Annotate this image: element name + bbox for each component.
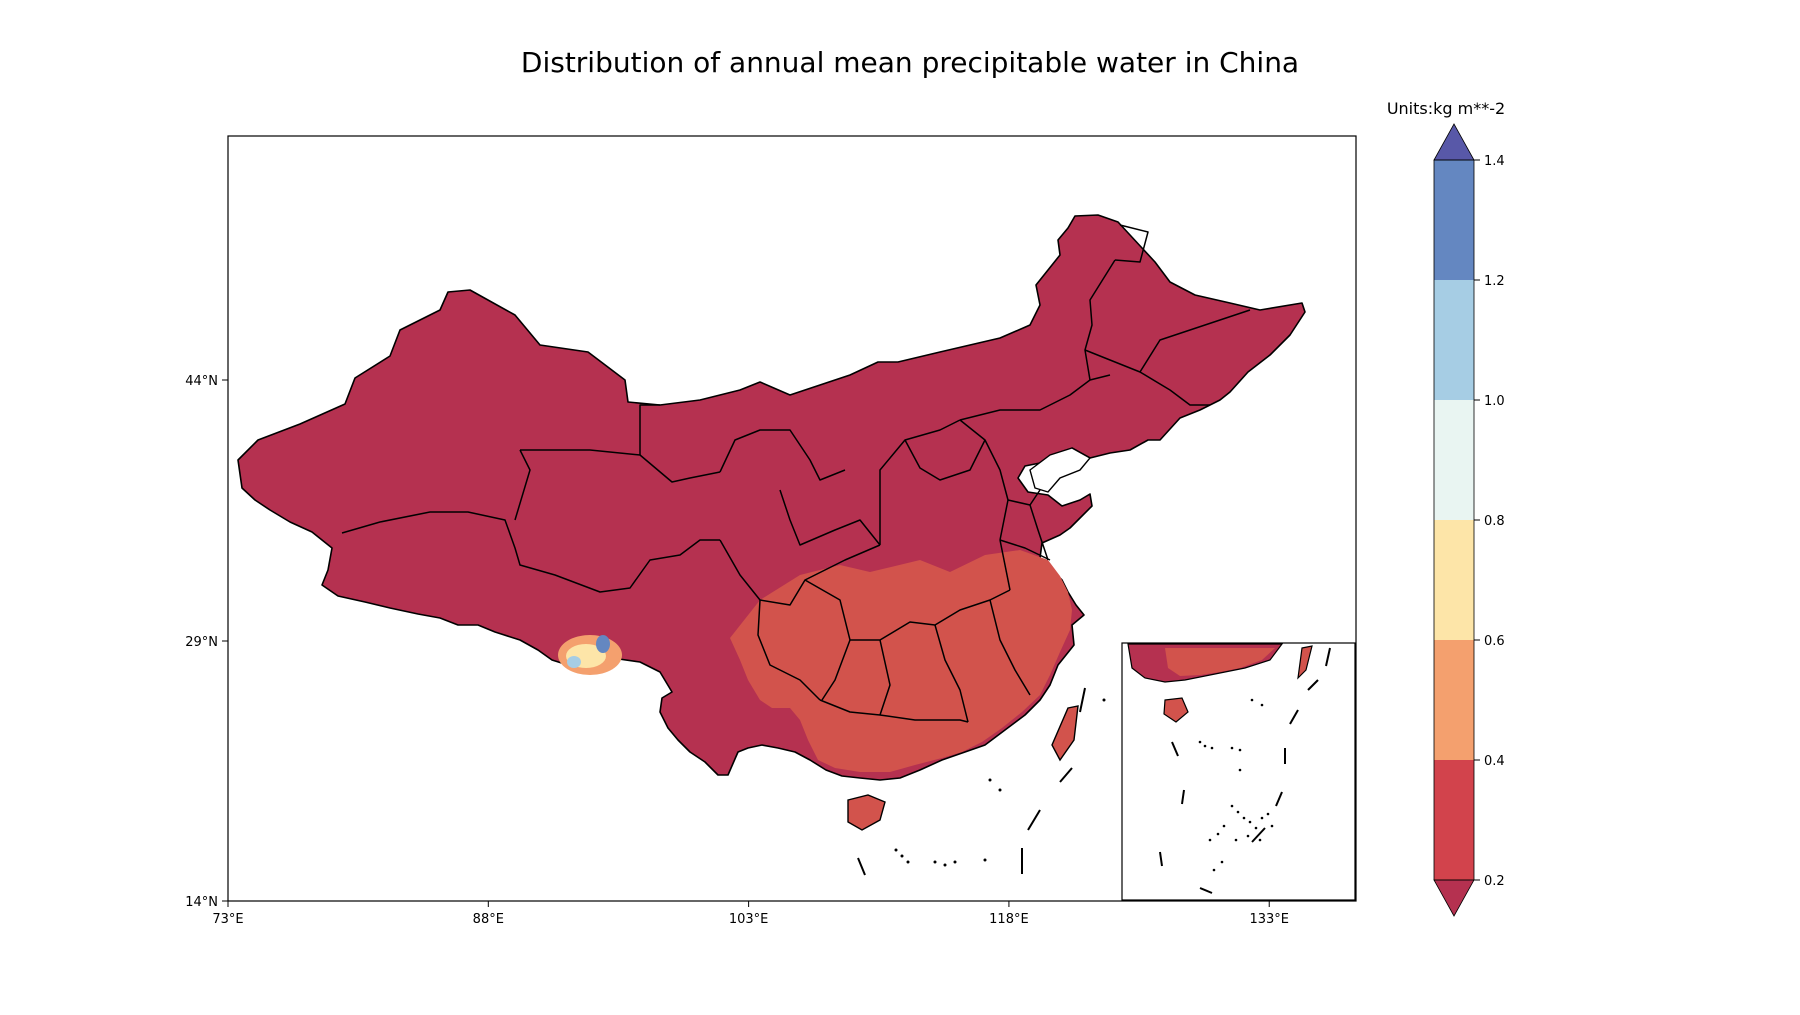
x-tick-label: 133°E [1249,912,1289,927]
colorbar-segment [1434,760,1474,880]
inset-frame [1121,642,1356,901]
x-tick-label: 88°E [473,912,504,927]
colorbar-segment [1434,520,1474,640]
chart-title: Distribution of annual mean precipitable… [521,46,1299,79]
y-tick-label: 29°N [185,635,218,650]
colorbar-tick-label: 0.6 [1484,634,1505,649]
colorbar-tick-label: 1.2 [1484,274,1505,289]
x-tick-label: 103°E [729,912,769,927]
map-axes [227,135,1357,902]
y-tick-label: 44°N [185,374,218,389]
inset-nine-dash-line [1159,647,1331,894]
contour-band-0-2-0-4 [730,550,1072,772]
colorbar-tick-label: 0.2 [1484,874,1505,889]
colorbar-tick-label: 1.4 [1484,154,1505,169]
y-axis: 14°N 29°N 44°N [185,374,228,910]
colorbar-segment [1434,160,1474,280]
south-sea-marks [857,687,1086,876]
inset-map [1121,642,1356,901]
inset-taiwan [1297,645,1313,680]
himalaya-contour-spot [558,635,622,675]
x-axis: 73°E 88°E 103°E 118°E 133°E [212,901,1289,927]
colorbar-tick-label: 1.0 [1484,394,1505,409]
colorbar-segment [1434,640,1474,760]
hainan-island [847,794,886,831]
bohai-sea [1029,447,1092,493]
colorbar-extend-over [1433,123,1475,161]
colorbar-units-label: Units:kg m**-2 [1387,99,1505,118]
inset-hainan [1163,697,1189,723]
colorbar-extend-under [1433,879,1475,917]
x-tick-label: 73°E [212,912,243,927]
colorbar-segment [1434,400,1474,520]
south-sea-dots [894,698,1106,867]
province-borders [341,224,1251,723]
inset-islands [1198,698,1274,872]
colorbar: Units:kg m**-2 0.2 0.4 0.6 0.8 1.0 1.2 1.4 [1387,99,1505,917]
inset-contour-band [1165,648,1275,676]
colorbar-tick-label: 0.4 [1484,754,1505,769]
colorbar-tick-label: 0.8 [1484,514,1505,529]
x-tick-label: 118°E [989,912,1029,927]
y-tick-label: 14°N [185,895,218,910]
colorbar-segment [1434,280,1474,400]
taiwan-island [1051,705,1079,762]
